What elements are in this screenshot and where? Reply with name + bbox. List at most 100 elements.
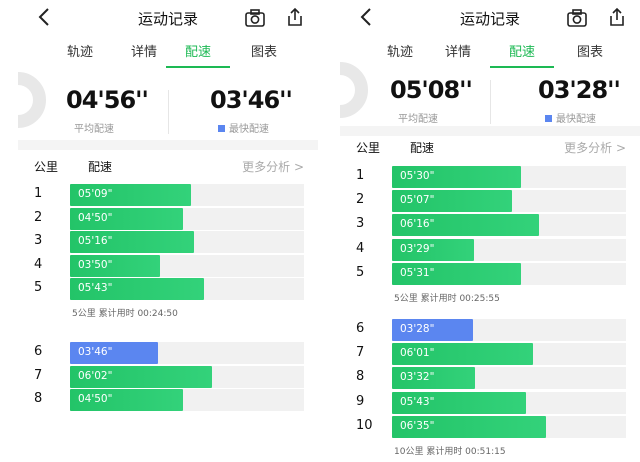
pace-bar-value: 05'16" — [78, 235, 113, 248]
split-km-number: 7 — [34, 367, 43, 383]
pace-column-header: 配速 — [410, 141, 435, 155]
tab-pace[interactable]: 配速 — [166, 40, 230, 68]
pace-screen-left: 运动记录 轨迹 详情 配速 图表 04'56'' 平均配速 03'46'' 最快配速 公里 配速 更多… — [18, 0, 318, 462]
fastest-pace-value: 03'28'' — [538, 76, 621, 104]
pace-bar-value: 03'46" — [78, 346, 113, 358]
split-km-number: 6 — [34, 344, 43, 359]
summary-divider — [490, 80, 491, 124]
fastest-pace-bar: 03'28" — [392, 319, 473, 341]
pace-bar-value: 03'28" — [400, 323, 435, 335]
fastest-pace-label: 最快配速 — [545, 110, 596, 125]
fastest-legend-swatch — [218, 125, 225, 132]
split-km-number: 4 — [356, 240, 365, 256]
tab-details[interactable]: 详情 — [130, 45, 157, 60]
split-row: 4 03'29" — [340, 238, 640, 261]
back-arrow-icon[interactable] — [356, 6, 378, 28]
split-row: 8 03'32" — [340, 367, 640, 390]
split-row: 7 06'02" — [18, 365, 318, 388]
tab-charts[interactable]: 图表 — [250, 45, 277, 60]
split-km-number: 5 — [34, 280, 43, 296]
split-row: 4 03'50" — [18, 254, 318, 277]
pace-bar: 04'50" — [70, 207, 183, 230]
pace-bar-value: 06'16" — [400, 218, 435, 231]
tab-track[interactable]: 轨迹 — [386, 45, 413, 60]
split-km-number: 9 — [356, 393, 365, 409]
split-row: 9 05'43" — [340, 391, 640, 414]
pace-summary: 04'56'' 平均配速 03'46'' 最快配速 — [18, 68, 318, 140]
share-icon[interactable] — [606, 6, 628, 28]
section-divider — [340, 126, 640, 136]
split-row: 10 06'35" — [340, 415, 640, 438]
pace-bar: 06'02" — [70, 365, 212, 388]
pace-bar-value: 05'43" — [78, 282, 113, 295]
split-row: 1 05'09" — [18, 184, 318, 206]
km-column-header: 公里 — [356, 141, 381, 155]
tab-charts[interactable]: 图表 — [576, 45, 603, 60]
split-row: 7 06'01" — [340, 343, 640, 366]
camera-icon[interactable] — [244, 7, 266, 29]
summary-divider — [168, 90, 169, 134]
tab-details[interactable]: 详情 — [444, 45, 471, 60]
pace-bar-value: 04'50" — [78, 393, 113, 406]
pace-bar-value: 03'50" — [78, 258, 113, 271]
top-bar: 运动记录 — [340, 0, 640, 38]
split-row: 6 03'46" — [18, 342, 318, 364]
more-analysis-link[interactable]: 更多分析 > — [564, 141, 626, 155]
fastest-pace-label-text: 最快配速 — [229, 124, 269, 135]
split-row: 2 05'07" — [340, 190, 640, 213]
pace-bar-value: 05'31" — [400, 266, 435, 279]
pace-bar-value: 06'35" — [400, 419, 435, 432]
pace-bar-value: 04'50" — [78, 211, 113, 224]
share-icon[interactable] — [284, 6, 306, 28]
pace-bar: 05'30" — [392, 166, 521, 188]
pace-bar: 06'35" — [392, 415, 546, 438]
pace-bar: 03'29" — [392, 238, 474, 261]
tab-bar: 轨迹 详情 配速 图表 — [18, 40, 318, 68]
pace-bar: 06'01" — [392, 343, 533, 366]
split-km-number: 4 — [34, 256, 43, 272]
tab-pace[interactable]: 配速 — [490, 40, 554, 68]
pace-bar-value: 05'43" — [400, 395, 435, 408]
split-km-number: 6 — [356, 321, 365, 336]
pace-bar: 05'43" — [70, 278, 204, 301]
pace-bar: 03'32" — [392, 367, 475, 390]
pace-bar-value: 05'30" — [400, 170, 435, 182]
split-km-number: 5 — [356, 264, 365, 280]
pace-summary: 05'08'' 平均配速 03'28'' 最快配速 — [340, 58, 640, 126]
km-column-header: 公里 — [34, 160, 59, 174]
average-pace-value: 04'56'' — [66, 86, 149, 114]
fastest-pace-label: 最快配速 — [218, 120, 269, 135]
split-row: 2 04'50" — [18, 207, 318, 230]
average-pace-label: 平均配速 — [398, 114, 438, 125]
pace-ring-graphic — [340, 62, 368, 118]
pace-bar: 03'50" — [70, 254, 160, 277]
camera-icon[interactable] — [566, 7, 588, 29]
cumulative-time-label: 10公里 累计用时 00:51:15 — [394, 447, 506, 457]
split-row: 1 05'30" — [340, 166, 640, 188]
split-row: 5 05'43" — [18, 278, 318, 301]
split-km-number: 3 — [356, 216, 365, 232]
pace-ring-graphic — [18, 72, 46, 128]
fastest-pace-value: 03'46'' — [210, 86, 293, 114]
split-row: 3 05'16" — [18, 231, 318, 254]
pace-column-header: 配速 — [88, 160, 113, 174]
split-row: 5 05'31" — [340, 262, 640, 285]
pace-screen-right: 运动记录 轨迹 详情 配速 图表 05'08'' 平均配速 03'28'' 最快配速 公里 配速 更多… — [340, 0, 640, 462]
page-title: 运动记录 — [137, 10, 198, 28]
pace-bar: 04'50" — [70, 389, 183, 412]
fastest-pace-label-text: 最快配速 — [556, 114, 596, 125]
split-table-header: 公里 配速 更多分析 > — [18, 158, 318, 178]
tab-track[interactable]: 轨迹 — [66, 45, 93, 60]
pace-bar-value: 05'07" — [400, 194, 435, 207]
split-km-number: 2 — [34, 209, 43, 225]
back-arrow-icon[interactable] — [34, 6, 56, 28]
pace-bar-value: 06'01" — [400, 347, 435, 360]
pace-bar: 05'07" — [392, 190, 512, 213]
pace-bar: 05'43" — [392, 391, 526, 414]
pace-bar: 05'09" — [70, 184, 191, 206]
pace-bar-value: 05'09" — [78, 188, 113, 200]
page-title: 运动记录 — [459, 10, 520, 28]
tab-bar: 轨迹 详情 配速 图表 — [340, 40, 640, 68]
fastest-legend-swatch — [545, 115, 552, 122]
more-analysis-link[interactable]: 更多分析 > — [242, 160, 304, 174]
